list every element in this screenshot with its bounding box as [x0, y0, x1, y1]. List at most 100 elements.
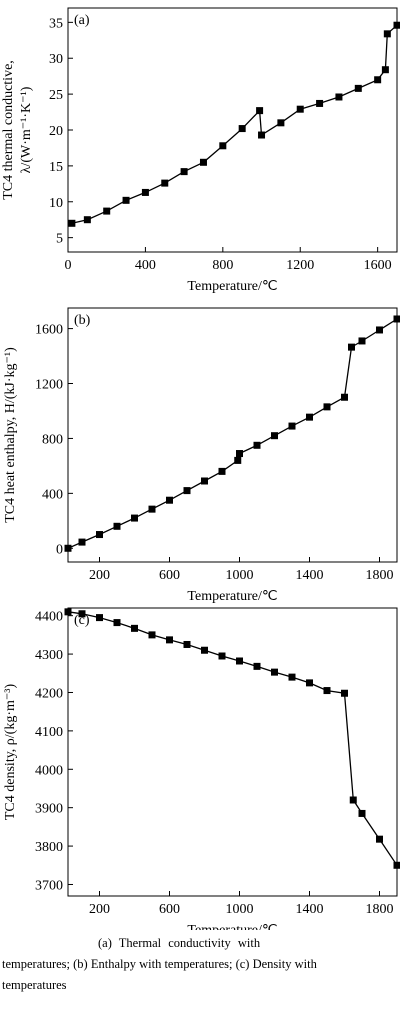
- data-point: [234, 456, 242, 464]
- x-tick-label: 1800: [366, 568, 394, 583]
- data-point: [253, 662, 261, 670]
- data-point: [393, 315, 400, 323]
- data-point: [236, 657, 243, 665]
- data-point: [64, 608, 72, 616]
- y-tick-label: 15: [49, 160, 63, 175]
- y-tick-label: 5: [56, 232, 63, 247]
- data-point: [131, 514, 138, 522]
- data-point: [271, 668, 278, 676]
- data-point: [103, 207, 111, 215]
- data-point: [238, 125, 246, 133]
- panel-label: (c): [74, 613, 90, 628]
- data-point: [323, 687, 331, 695]
- x-tick-label: 1400: [296, 568, 324, 583]
- figure-caption: (a) Thermal conductivity with temperatur…: [0, 933, 400, 996]
- y-tick-label: 3900: [35, 802, 63, 817]
- data-point: [183, 487, 191, 495]
- x-tick-label: 200: [89, 568, 110, 583]
- data-point: [201, 477, 208, 485]
- data-point: [236, 450, 243, 458]
- data-point: [393, 21, 400, 29]
- data-point: [166, 496, 173, 504]
- data-point: [348, 343, 355, 351]
- data-point: [166, 636, 173, 644]
- plot-frame: [67, 7, 398, 253]
- chart-heat-enthalpy: 200 600 1000 1400 1800 0 400 800 1200 1600 (b) Temp…: [3, 307, 400, 604]
- x-tick-label: 1000: [226, 902, 254, 917]
- chart-density: 200 600 1000 1400 1800 3700 3800 3900 4000 4100 42…: [3, 607, 400, 930]
- y-tick-label: 0: [56, 542, 63, 557]
- data-point: [218, 652, 226, 660]
- data-point: [219, 142, 227, 150]
- data-point: [323, 403, 331, 411]
- data-point: [358, 809, 366, 817]
- data-point: [141, 188, 149, 196]
- y-tick-label: 3800: [35, 840, 63, 855]
- data-point: [64, 544, 72, 552]
- plot-frame: [67, 307, 398, 563]
- data-point: [354, 84, 362, 92]
- data-point: [218, 467, 226, 475]
- data-point: [376, 326, 383, 334]
- data-point: [256, 107, 264, 115]
- data-point: [148, 631, 156, 639]
- x-tick-label: 1200: [286, 258, 314, 273]
- data-point: [306, 679, 313, 687]
- y-tick-label: 4200: [35, 686, 63, 701]
- y-tick-label: 20: [49, 124, 63, 139]
- y-tick-label: 1200: [35, 378, 63, 393]
- panel-label: (a): [74, 13, 90, 28]
- data-point: [376, 835, 383, 843]
- data-point: [341, 393, 348, 401]
- x-tick-label: 0: [65, 258, 72, 273]
- y-tick-label: 4100: [35, 725, 63, 740]
- y-tick-label: 4000: [35, 763, 63, 778]
- y-tick-label: 3700: [35, 878, 63, 893]
- x-tick-label: 600: [159, 568, 180, 583]
- y-tick-label: 10: [49, 196, 63, 211]
- y-tick-label: 30: [49, 52, 63, 67]
- y-axis-label-unit: λ/(W·m⁻¹·K⁻¹): [19, 86, 34, 173]
- x-tick-label: 400: [135, 258, 156, 273]
- data-point: [381, 66, 389, 74]
- data-point: [68, 219, 76, 227]
- x-axis-label: Temperature/℃: [187, 589, 277, 604]
- y-axis-label: TC4 thermal conductive,: [1, 60, 16, 200]
- data-point: [306, 413, 313, 421]
- chart-thermal-conductivity: 0 400 800 1200 1600 5 10 15 20 25 30 35 (a) Temperatu…: [1, 7, 400, 294]
- data-point: [78, 538, 86, 546]
- x-tick-label: 1000: [226, 568, 254, 583]
- data-point: [316, 99, 324, 107]
- caption-line-3: temperatures: [2, 978, 67, 992]
- data-point: [253, 441, 261, 449]
- data-point: [83, 216, 91, 224]
- data-point: [288, 422, 296, 430]
- data-point: [96, 614, 103, 622]
- x-tick-label: 1400: [296, 902, 324, 917]
- data-point: [113, 619, 121, 627]
- data-point: [383, 30, 391, 38]
- x-axis-label: Temperature/℃: [187, 923, 277, 930]
- data-point: [341, 689, 348, 697]
- data-point: [258, 131, 266, 139]
- data-point: [288, 673, 296, 681]
- y-axis-label: TC4 heat enthalpy, H/(kJ·kg⁻¹): [3, 347, 18, 523]
- data-point: [358, 337, 366, 345]
- data-point: [271, 432, 278, 440]
- data-point: [78, 610, 86, 618]
- data-point: [349, 796, 357, 804]
- data-point: [374, 76, 382, 84]
- data-point: [277, 119, 285, 127]
- y-tick-label: 4400: [35, 610, 63, 625]
- data-point: [183, 640, 191, 648]
- caption-line-1: (a) Thermal conductivity with: [98, 936, 261, 950]
- data-point: [393, 861, 400, 869]
- y-tick-label: 400: [42, 487, 63, 502]
- plot-frame: [67, 607, 398, 897]
- data-point: [96, 531, 103, 539]
- data-point: [180, 168, 188, 176]
- data-point: [122, 196, 130, 204]
- y-tick-label: 4300: [35, 648, 63, 663]
- data-point: [199, 158, 207, 166]
- data-point: [148, 505, 156, 513]
